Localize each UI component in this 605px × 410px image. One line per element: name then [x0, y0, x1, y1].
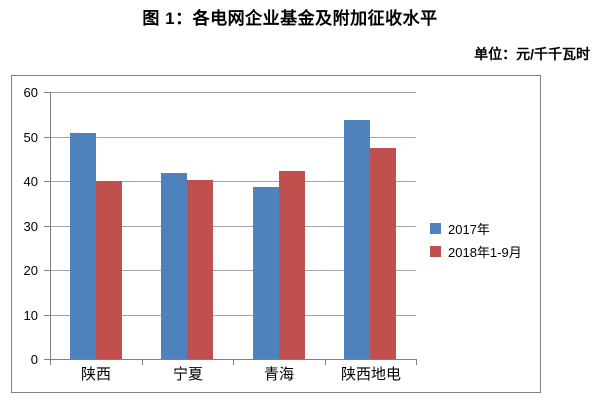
y-axis-tick-label: 0 — [30, 352, 38, 367]
chart-frame: 0 10 20 30 40 50 60 陕西 宁夏 青海 陕西地电 2017年 2018年1-9月 — [11, 75, 541, 393]
legend-swatch-icon — [430, 223, 441, 234]
legend-label: 2018年1-9月 — [448, 245, 522, 260]
y-gridline — [51, 315, 416, 316]
y-axis-tick-label: 10 — [23, 308, 38, 323]
y-axis-tick-label: 20 — [23, 263, 38, 278]
x-axis-tick — [416, 360, 417, 365]
y-gridline — [51, 137, 416, 138]
y-axis-tick-label: 60 — [23, 85, 38, 100]
legend-label: 2017年 — [448, 222, 490, 237]
y-axis-tick — [44, 359, 50, 360]
bar-2017年-青海 — [253, 187, 279, 359]
x-axis-tick — [142, 360, 143, 365]
x-category-label: 宁夏 — [172, 366, 203, 383]
bar-2017年-陕西地电 — [344, 120, 370, 359]
plot-area: 0 10 20 30 40 50 60 陕西 宁夏 青海 陕西地电 — [12, 76, 540, 392]
legend: 2017年 2018年1-9月 — [430, 217, 522, 263]
y-axis-tick — [44, 315, 50, 316]
x-axis-tick — [233, 360, 234, 365]
legend-swatch-icon — [430, 246, 441, 257]
x-category-label: 陕西地电 — [340, 366, 401, 383]
bar-2017年-宁夏 — [161, 173, 187, 359]
unit-label: 单位：元/千千瓦时 — [474, 46, 590, 62]
y-axis-tick-label: 40 — [23, 174, 38, 189]
x-category-label: 陕西 — [80, 366, 111, 383]
bar-2018年1-9月-陕西 — [96, 181, 122, 359]
legend-item: 2017年 — [430, 217, 522, 240]
y-gridline — [51, 92, 416, 93]
x-axis-tick — [50, 360, 51, 365]
y-axis-tick — [44, 137, 50, 138]
y-gridline — [51, 181, 416, 182]
bar-2018年1-9月-青海 — [279, 171, 305, 359]
legend-item: 2018年1-9月 — [430, 240, 522, 263]
y-axis-tick — [44, 270, 50, 271]
y-axis-tick — [44, 92, 50, 93]
y-axis-tick-label: 30 — [23, 219, 38, 234]
y-axis-line — [50, 92, 51, 359]
x-axis-tick — [325, 360, 326, 365]
y-gridline — [51, 226, 416, 227]
bar-2017年-陕西 — [70, 133, 96, 359]
y-gridline — [51, 270, 416, 271]
bar-2018年1-9月-宁夏 — [187, 180, 213, 359]
x-category-label: 青海 — [263, 366, 294, 383]
y-axis-tick-label: 50 — [23, 130, 38, 145]
y-axis-tick — [44, 226, 50, 227]
x-axis-line — [50, 359, 417, 360]
bar-2018年1-9月-陕西地电 — [370, 148, 396, 359]
chart-title: 图 1：各电网企业基金及附加征收水平 — [142, 9, 438, 28]
y-axis-tick — [44, 181, 50, 182]
